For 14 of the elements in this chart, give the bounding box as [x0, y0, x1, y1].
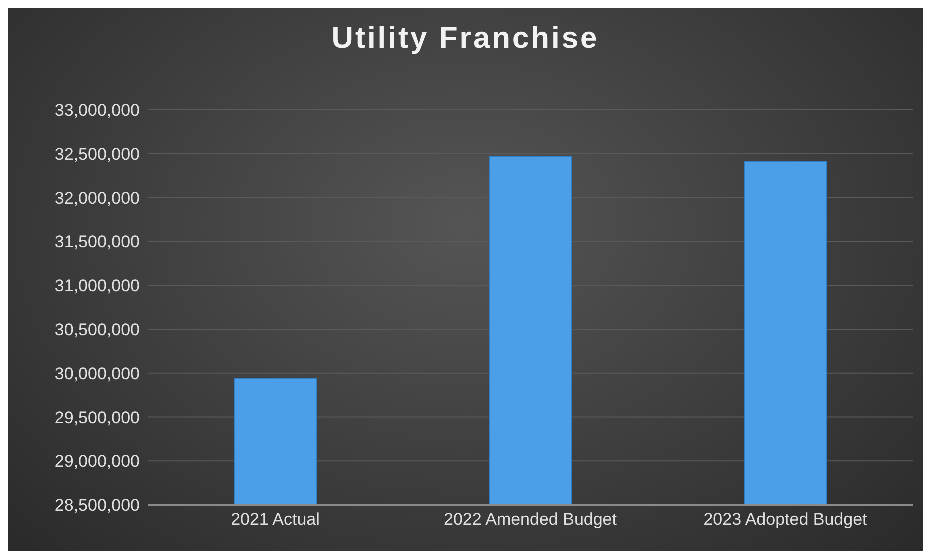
x-tick-label: 2022 Amended Budget — [444, 510, 618, 530]
y-tick-label: 31,000,000 — [54, 276, 140, 296]
y-tick-label: 32,000,000 — [54, 188, 140, 208]
chart-title: Utility Franchise — [330, 22, 600, 56]
y-tick-label: 32,500,000 — [54, 144, 140, 164]
y-tick-label: 33,000,000 — [54, 101, 140, 120]
y-tick-label: 30,500,000 — [54, 320, 140, 340]
y-tick-label: 29,000,000 — [54, 452, 140, 472]
x-tick-label: 2023 Adopted Budget — [704, 510, 868, 530]
y-tick-label: 31,500,000 — [54, 232, 140, 252]
y-tick-label: 28,500,000 — [54, 496, 140, 516]
y-tick-label: 30,000,000 — [54, 364, 140, 384]
y-tick-label: 29,500,000 — [54, 408, 140, 428]
x-tick-label: 2021 Actual — [231, 510, 320, 530]
